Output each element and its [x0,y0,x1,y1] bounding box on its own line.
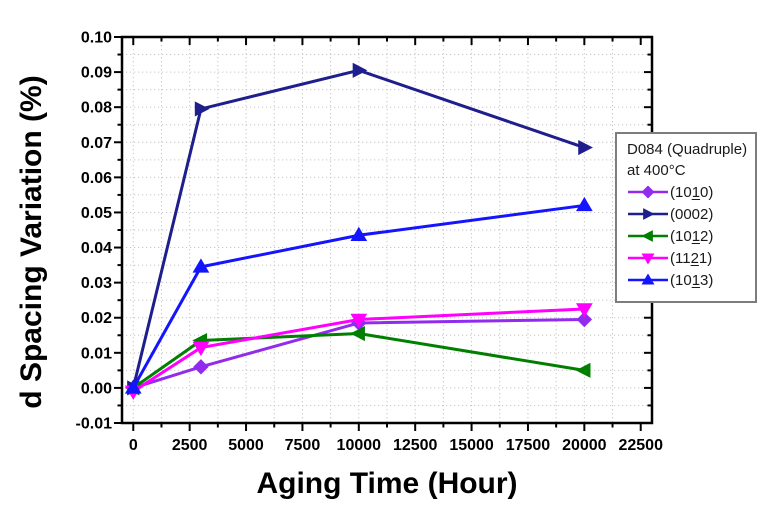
legend-marker-triangle-left-icon [628,230,668,242]
miller-index-post: 1) [698,249,713,267]
miller-index-pre: (11 [670,249,691,267]
svg-text:0.05: 0.05 [81,205,112,222]
svg-text:17500: 17500 [506,437,551,454]
legend-marker-triangle-right-icon [628,208,668,220]
legend-item-label: (1121) [670,250,712,267]
miller-index-post: 0) [700,183,714,201]
miller-index-pre: (10 [670,271,692,289]
svg-text:20000: 20000 [562,437,607,454]
miller-index-post: 2) [700,227,714,245]
series-4 [124,196,593,394]
svg-text:0.04: 0.04 [81,240,112,257]
legend-item-label: (1012) [670,228,713,245]
x-axis-title: Aging Time (Hour) [256,467,518,500]
svg-text:15000: 15000 [449,437,494,454]
svg-text:5000: 5000 [228,437,264,454]
svg-text:0.06: 0.06 [81,170,112,187]
legend-marker-triangle-down-icon [628,253,668,265]
svg-text:0.10: 0.10 [81,30,112,47]
x-tick-labels: 0 2500 5000 7500 10000 12500 15000 17500 20000 22… [129,437,663,454]
legend-item-label: (1013) [670,272,713,289]
legend-item-label: (0002) [670,206,713,223]
legend-item-label: (1010) [670,184,713,201]
svg-text:0.01: 0.01 [81,345,112,362]
svg-text:0.00: 0.00 [81,380,112,397]
svg-text:0.03: 0.03 [81,275,112,292]
miller-index-bar: 2 [690,249,699,267]
y-axis-title: d Spacing Variation (%) [15,75,48,409]
svg-text:-0.01: -0.01 [76,416,113,433]
legend: D084 (Quadruple) at 400°C (1010) (0002) … [615,132,757,303]
svg-text:7500: 7500 [285,437,321,454]
svg-text:0: 0 [129,437,138,454]
svg-text:22500: 22500 [618,437,663,454]
series-3 [124,303,593,400]
legend-marker-triangle-up-icon [628,273,668,285]
miller-index-pre: (10 [670,227,692,245]
legend-item: (1121) [627,247,755,269]
legend-title-line2: at 400°C [627,162,686,179]
svg-text:12500: 12500 [393,437,438,454]
axis-ticks [114,36,652,431]
miller-index-bar: 1 [691,227,701,245]
miller-index-bar: 1 [691,183,701,201]
series-2 [124,325,591,396]
miller-index-pre: (0002) [670,205,714,223]
svg-text:10000: 10000 [337,437,382,454]
svg-text:0.07: 0.07 [81,135,112,152]
legend-item: (0002) [627,203,755,225]
svg-text:0.09: 0.09 [81,65,112,82]
legend-marker-diamond-icon [628,185,668,199]
svg-text:0.08: 0.08 [81,100,112,117]
miller-index-pre: (10 [670,183,692,201]
miller-index-post: 3) [700,271,714,289]
legend-title-line1: D084 (Quadruple) [627,141,748,158]
legend-item: (1013) [627,269,755,291]
legend-item: (1010) [627,181,755,203]
svg-text:2500: 2500 [172,437,208,454]
svg-text:0.02: 0.02 [81,310,112,327]
y-tick-labels: -0.01 0.00 0.01 0.02 0.03 0.04 0.05 0.06 0.07 0.0… [76,30,113,433]
legend-item: (1012) [627,225,755,247]
miller-index-bar: 1 [691,271,701,289]
